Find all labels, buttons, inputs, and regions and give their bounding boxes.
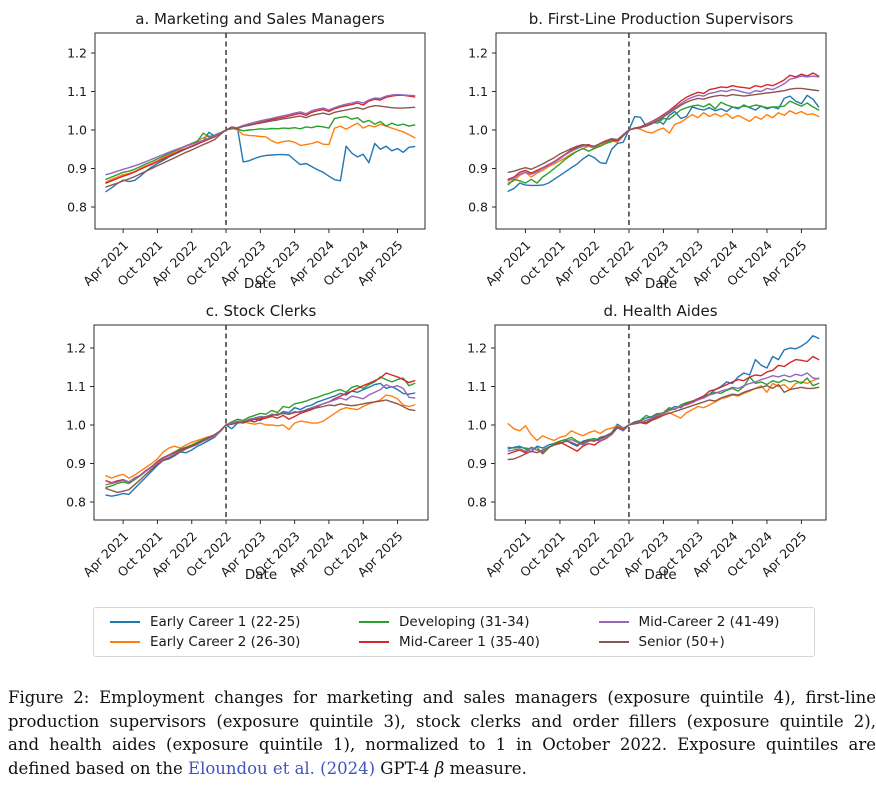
caption-text: defined based on the [8,758,189,778]
series-line-early-career-1-22-25- [507,335,820,453]
y-tick-label: 1.2 [468,46,488,61]
plot-frame [494,324,827,521]
legend-line-swatch [598,641,629,643]
caption-line: and health aides (exposure quintile 1), … [8,733,876,757]
legend-entry: Mid-Career 2 (41-49) [598,614,798,630]
plot-frame [93,324,429,521]
panel-title: d. Health Aides [603,302,717,320]
y-tick-label: 1.0 [467,418,487,433]
caption-line: production supervisors (exposure quintil… [8,710,876,734]
legend-label: Developing (31-34) [399,614,530,630]
series-line-mid-career-2-41-49- [105,383,416,486]
caption-text: β [434,758,445,778]
legend-entry: Early Career 2 (26-30) [110,634,319,650]
legend-entry: Senior (50+) [598,634,798,650]
caption-line: Figure 2: Employment changes for marketi… [8,686,876,710]
legend-line-swatch [110,641,140,643]
legend-entry: Mid-Career 1 (35-40) [359,634,558,650]
y-tick-label: 1.0 [66,418,86,433]
caption-text: measure. [444,758,527,778]
caption-text: and health aides (exposure quintile 1), … [8,735,876,754]
y-tick-label: 1.2 [66,341,86,356]
y-tick-label: 1.0 [468,123,488,138]
series-line-senior-50- [105,104,416,188]
series-line-early-career-2-26-30- [507,109,820,184]
x-axis-label-date: Date [644,567,676,583]
series-line-mid-career-2-41-49- [105,93,416,176]
series-line-mid-career-2-41-49- [507,75,820,182]
panel-title: b. First-Line Production Supervisors [529,10,794,28]
y-tick-label: 0.8 [67,200,87,215]
series-line-early-career-2-26-30- [105,122,416,183]
chart-legend-grid: Early Career 1 (22-25) Developing (31-34)… [94,610,814,654]
y-tick-label: 0.8 [467,495,487,510]
x-axis-label-date: Date [244,276,276,292]
y-tick-label: 1.1 [66,379,86,394]
y-tick-label: 1.0 [67,123,87,138]
legend-label: Early Career 2 (26-30) [150,634,301,650]
series-line-early-career-1-22-25- [105,382,416,497]
caption-line: defined based on the Eloundou et al. (20… [8,757,876,781]
caption-text: GPT-4 [375,758,435,778]
plot-frame [94,32,426,230]
y-tick-label: 0.9 [67,161,87,176]
series-line-early-career-1-22-25- [105,127,416,193]
y-tick-label: 1.1 [468,84,488,99]
plot-frame [495,32,827,230]
legend-entry: Early Career 1 (22-25) [110,614,319,630]
panel-title: c. Stock Clerks [206,302,317,320]
series-line-developing-31-34- [105,115,416,181]
series-line-mid-career-1-35-40- [105,372,416,484]
y-tick-label: 1.2 [467,341,487,356]
panel-title: a. Marketing and Sales Managers [135,10,385,28]
series-line-early-career-2-26-30- [507,377,820,442]
series-line-senior-50- [105,399,416,494]
legend-label: Mid-Career 2 (41-49) [638,614,780,630]
legend-line-swatch [359,641,390,643]
series-line-mid-career-1-35-40- [507,355,820,455]
y-tick-label: 0.9 [66,456,86,471]
caption-text: production supervisors (exposure quintil… [8,711,876,731]
legend-entry: Developing (31-34) [359,614,558,630]
eloundou-et-al-2024-citation-link[interactable]: Eloundou et al. (2024) [188,758,376,778]
y-tick-label: 1.2 [67,46,87,61]
legend-line-swatch [110,621,140,623]
panel-a-marketing-and-sales-managers: a. Marketing and Sales Managers 0.8 0.9 1.0… [67,10,426,292]
chart-legend: Early Career 1 (22-25) Developing (31-34)… [93,607,815,657]
legend-label: Mid-Career 1 (35-40) [399,634,540,650]
panel-b-first-line-production-supervisors: b. First-Line Production Supervisors 0.8 0… [468,10,827,292]
legend-line-swatch [359,621,390,623]
y-tick-label: 0.8 [66,495,86,510]
series-line-early-career-2-26-30- [105,394,416,479]
legend-label: Early Career 1 (22-25) [150,614,301,630]
y-tick-label: 0.8 [468,200,488,215]
legend-line-swatch [598,621,629,623]
series-line-early-career-1-22-25- [507,94,820,192]
series-line-mid-career-1-35-40- [105,94,416,184]
x-axis-label-date: Date [645,276,677,292]
series-line-senior-50- [507,87,820,174]
y-tick-label: 0.9 [467,456,487,471]
figure-caption: Figure 2: Employment changes for marketi… [8,686,876,780]
caption-text: Figure 2: Employment changes for marketi… [8,688,876,707]
y-tick-label: 1.1 [67,84,87,99]
x-axis-label-date: Date [245,567,277,583]
series-line-developing-31-34- [507,100,820,186]
series-line-senior-50- [507,383,820,461]
y-tick-label: 1.1 [467,379,487,394]
legend-label: Senior (50+) [638,634,725,650]
y-tick-label: 0.9 [468,161,488,176]
